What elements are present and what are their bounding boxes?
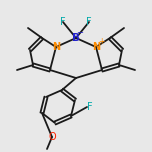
Text: F: F bbox=[87, 102, 93, 112]
Text: N: N bbox=[52, 42, 60, 52]
Text: B: B bbox=[72, 33, 80, 43]
Text: −: − bbox=[76, 29, 83, 38]
Text: F: F bbox=[60, 17, 66, 27]
Text: +: + bbox=[98, 38, 104, 47]
Text: F: F bbox=[86, 17, 92, 27]
Text: O: O bbox=[48, 132, 56, 142]
Text: N: N bbox=[92, 42, 100, 52]
